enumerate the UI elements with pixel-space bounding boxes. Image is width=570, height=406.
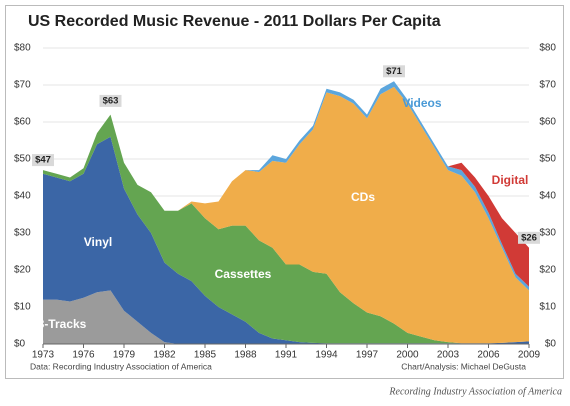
caption: Recording Industry Association of Americ… (388, 386, 562, 397)
series-label: Vinyl (84, 235, 112, 249)
y2-tick-label: $30 (539, 228, 556, 239)
y2-tick-label: $80 (539, 43, 556, 54)
annotation: $63 (103, 95, 119, 106)
x-tick-label: 1988 (234, 350, 257, 361)
y2-tick-label: $40 (539, 191, 556, 202)
area (43, 136, 529, 344)
area (43, 290, 529, 344)
annotation-box (518, 231, 540, 244)
x-tick-label: 2000 (396, 350, 419, 361)
annotation-box (99, 94, 122, 107)
x-tick-label: 1976 (72, 350, 95, 361)
y2-tick-label: $10 (539, 302, 556, 313)
series-label: Digital (492, 173, 529, 187)
x-tick-label: 1979 (113, 350, 136, 361)
y-tick-label: $0 (14, 339, 26, 350)
x-tick-label: 2006 (477, 350, 500, 361)
y2-tick-label: $50 (539, 154, 556, 165)
annotation: $47 (35, 155, 51, 166)
chart-title: US Recorded Music Revenue - 2011 Dollars… (28, 13, 441, 30)
y-tick-label: $50 (14, 154, 31, 165)
credit: Chart/Analysis: Michael DeGusta (401, 361, 526, 371)
y2-tick-label: $20 (539, 265, 556, 276)
annotation: $26 (521, 232, 537, 243)
x-tick-label: 2003 (437, 350, 460, 361)
y-tick-label: $20 (14, 265, 31, 276)
y-tick-label: $80 (14, 43, 31, 54)
series-label: Videos (402, 96, 441, 110)
x-tick-label: 1982 (153, 350, 176, 361)
y-tick-label: $30 (14, 228, 31, 239)
y2-tick-label: $60 (539, 117, 556, 128)
y-tick-label: $60 (14, 117, 31, 128)
series-label: CDs (351, 190, 375, 204)
area (43, 114, 529, 344)
annotation-box (383, 65, 405, 78)
y-tick-label: $70 (14, 80, 31, 91)
x-tick-label: 1973 (32, 350, 55, 361)
series-label: Cassettes (215, 267, 272, 281)
x-tick-label: 1997 (356, 350, 379, 361)
source: Data: Recording Industry Association of … (30, 361, 212, 371)
x-tick-label: 2009 (518, 350, 541, 361)
y-tick-label: $40 (14, 191, 31, 202)
y-tick-label: $10 (14, 302, 31, 313)
annotation: $71 (386, 66, 403, 77)
area (43, 86, 529, 344)
x-tick-label: 1985 (194, 350, 217, 361)
y2-tick-label: $70 (539, 80, 556, 91)
x-tick-label: 1991 (275, 350, 298, 361)
series-label: 8-Tracks (38, 317, 87, 331)
annotation-box (32, 154, 54, 167)
y2-tick-label: $0 (545, 339, 557, 350)
x-tick-label: 1994 (315, 350, 338, 361)
